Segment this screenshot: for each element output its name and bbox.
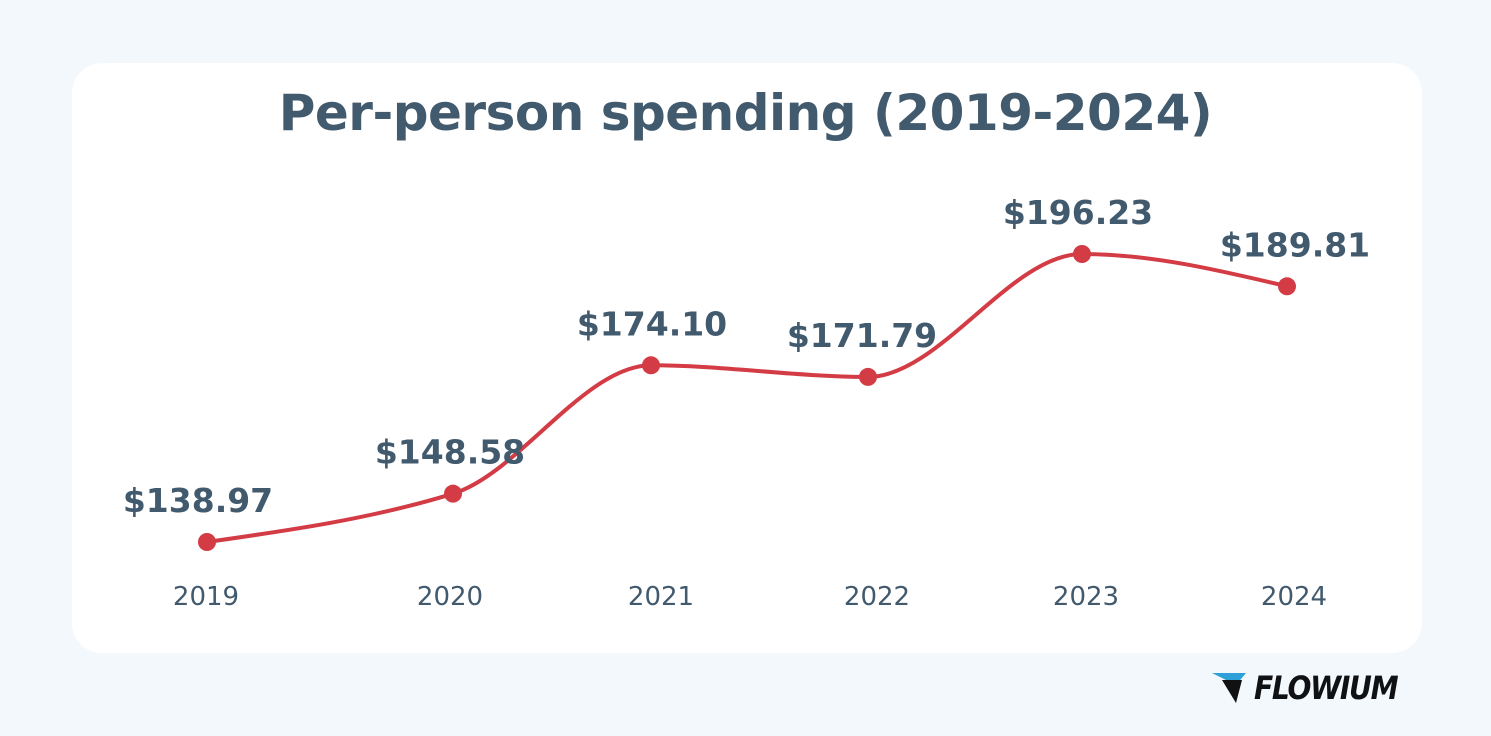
- data-label-2023: $196.23: [1003, 193, 1153, 232]
- data-point-2024: [1278, 277, 1296, 296]
- x-axis-tick-labels: 2019 2020 2021 2022 2023 2024: [173, 582, 1327, 612]
- data-label-2024: $189.81: [1220, 225, 1370, 264]
- data-points: [198, 245, 1296, 551]
- flowium-logo-icon: [1212, 673, 1246, 703]
- brand-logo: FLOWIUM: [1212, 668, 1417, 708]
- chart-card: [72, 63, 1422, 653]
- x-tick-label-2020: 2020: [417, 582, 483, 612]
- data-point-2023: [1073, 245, 1091, 263]
- x-tick-label-2024: 2024: [1261, 582, 1327, 612]
- data-label-2019: $138.97: [123, 481, 273, 520]
- data-label-2020: $148.58: [375, 433, 525, 472]
- x-tick-label-2022: 2022: [844, 582, 910, 612]
- data-labels: $138.97 $148.58 $174.10 $171.79 $196.23 $189.…: [123, 193, 1370, 520]
- x-tick-label-2023: 2023: [1053, 582, 1119, 612]
- chart-title: Per-person spending (2019-2024): [278, 84, 1213, 142]
- x-tick-label-2021: 2021: [628, 582, 694, 612]
- data-point-2022: [859, 367, 877, 386]
- data-point-2019: [198, 533, 216, 551]
- brand-name: FLOWIUM: [1254, 669, 1399, 707]
- x-tick-label-2019: 2019: [173, 582, 239, 612]
- series-line: [205, 252, 1289, 544]
- data-point-2020: [444, 484, 462, 503]
- data-label-2021: $174.10: [577, 304, 727, 343]
- data-point-2021: [642, 356, 660, 375]
- data-label-2022: $171.79: [787, 316, 937, 355]
